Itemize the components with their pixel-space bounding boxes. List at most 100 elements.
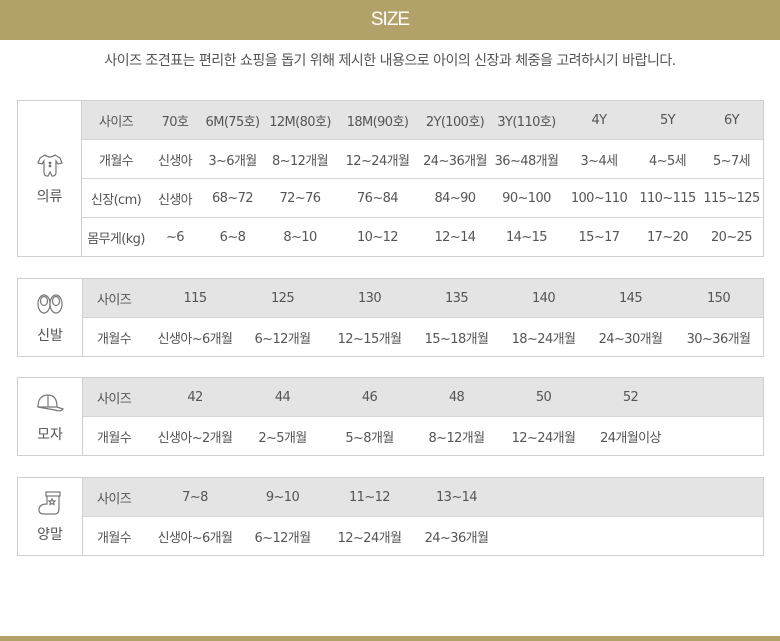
size-title-bar: SIZE xyxy=(0,0,780,40)
table-cell: 150 xyxy=(706,290,731,306)
table-cell: 6M(75호) xyxy=(205,114,261,130)
table-cell: 13~14 xyxy=(436,489,478,505)
table-cell: 115 xyxy=(183,290,207,306)
table-cell: 15~17 xyxy=(578,229,621,245)
table-cell: 6~8 xyxy=(219,229,246,245)
header-row: 사이즈 115 125 130 135 140 145 150 xyxy=(83,279,763,317)
table-cell: 8~12개월 xyxy=(428,430,485,446)
table-cell: 46 xyxy=(361,389,378,405)
table-cell: 신생아~2개월 xyxy=(157,430,233,446)
table-cell: 20~25 xyxy=(711,229,753,245)
table-cell: 6~12개월 xyxy=(254,530,311,546)
row-label: 사이즈 xyxy=(97,391,132,407)
table-cell: 17~20 xyxy=(647,229,689,245)
category-cell: 모자 xyxy=(18,378,83,455)
row-label: 사이즈 xyxy=(97,491,132,507)
row-label: 개월수 xyxy=(97,430,132,446)
table-cell: 84~90 xyxy=(434,190,477,206)
table-cell: 신생아~6개월 xyxy=(157,331,233,347)
row-label: 개월수 xyxy=(97,530,132,546)
table-cell: 11~12 xyxy=(349,489,391,505)
table-cell: 7~8 xyxy=(182,489,208,505)
table-cell: 4Y xyxy=(591,112,607,128)
table-cell: 12M(80호) xyxy=(269,114,331,130)
table-cell: 125 xyxy=(270,290,295,306)
table-cell: 3~6개월 xyxy=(208,153,257,169)
table-row: 개월수 신생아~6개월 6~12개월 12~24개월 24~36개월 xyxy=(83,516,763,555)
table-cell: 5~7세 xyxy=(713,153,751,169)
row-label: 사이즈 xyxy=(98,114,134,130)
table-cell: 12~14 xyxy=(434,229,477,245)
table-cell: 9~10 xyxy=(265,489,300,505)
table-cell: 24~36개월 xyxy=(423,153,487,169)
baby-shoes-icon xyxy=(35,291,65,325)
table-cell: 3Y(110호) xyxy=(497,114,556,130)
size-table-1: 신발 사이즈 115 125 130 135 140 145 150 개월수 신생아~6개월 6~12… xyxy=(17,278,764,357)
table-cell: 68~72 xyxy=(212,190,254,206)
category-cell: 의류 xyxy=(18,101,82,256)
table-cell: 신생아 xyxy=(157,153,193,169)
header-row: 사이즈 42 44 46 48 50 52 xyxy=(83,378,763,416)
size-notice: 사이즈 조견표는 편리한 쇼핑을 돕기 위해 제시한 내용으로 아이의 신장과 … xyxy=(104,53,676,69)
table-cell: 6~12개월 xyxy=(254,331,311,347)
table-row: 개월수 신생아~6개월 6~12개월 12~15개월 15~18개월 18~24개월 24~… xyxy=(83,317,763,356)
table-cell: 신생아 xyxy=(157,192,193,208)
table-cell: 10~12 xyxy=(357,229,399,245)
table-cell: 24~36개월 xyxy=(424,530,489,546)
table-cell: 18~24개월 xyxy=(511,331,576,347)
bottom-divider xyxy=(0,636,780,641)
table-cell: 44 xyxy=(274,389,291,405)
table-cell: 52 xyxy=(622,389,639,405)
category-label: 양말 xyxy=(37,526,63,543)
table-cell: 14~15 xyxy=(506,229,548,245)
table-cell: 36~48개월 xyxy=(494,153,559,169)
table-cell: 12~24개월 xyxy=(345,153,410,169)
table-cell: 115~125 xyxy=(703,190,760,206)
table-cell: 135 xyxy=(444,290,469,306)
size-table-0: 의류 사이즈 70호 6M(75호) 12M(80호) 18M(90호) 2Y(100호) 3… xyxy=(17,100,764,257)
table-cell: 140 xyxy=(531,290,556,306)
category-label: 의류 xyxy=(36,188,63,205)
table-cell: 18M(90호) xyxy=(346,114,409,130)
table-cell: 8~10 xyxy=(283,229,317,245)
size-table-3: 양말 사이즈 7~8 9~10 11~12 13~14 개월수 신생아~6개월 6~12개월 12… xyxy=(17,477,764,556)
table-cell: 5Y xyxy=(659,112,676,128)
sock-icon xyxy=(35,490,65,524)
table-cell: 145 xyxy=(618,290,643,306)
table-cell: 2Y(100호) xyxy=(425,114,485,130)
table-cell: 15~18개월 xyxy=(424,331,489,347)
category-cell: 양말 xyxy=(18,478,83,555)
header-row: 사이즈 7~8 9~10 11~12 13~14 xyxy=(83,478,763,516)
table-cell: 5~8개월 xyxy=(345,430,394,446)
table-row: 개월수 신생아 3~6개월 8~12개월 12~24개월 24~36개월 36~48개월 3~… xyxy=(82,139,763,178)
table-row: 신장(cm) 신생아 68~72 72~76 76~84 84~90 90~100 100~1… xyxy=(82,178,763,217)
table-cell: 72~76 xyxy=(279,190,322,206)
table-row: 개월수 신생아~2개월 2~5개월 5~8개월 8~12개월 12~24개월 24개월이상 xyxy=(83,416,763,455)
category-cell: 신발 xyxy=(18,279,83,356)
table-cell: 70호 xyxy=(161,114,189,130)
header-row: 사이즈 70호 6M(75호) 12M(80호) 18M(90호) 2Y(100호) 3Y(… xyxy=(82,101,763,139)
table-cell: 3~4세 xyxy=(580,153,619,169)
table-cell: 4~5세 xyxy=(649,153,687,169)
table-cell: 신생아~6개월 xyxy=(157,530,233,546)
table-cell: 24개월이상 xyxy=(600,430,661,446)
table-cell: 6Y xyxy=(723,112,740,128)
row-label: 사이즈 xyxy=(97,292,132,308)
table-cell: 42 xyxy=(187,389,203,405)
row-label: 개월수 xyxy=(98,153,134,169)
category-label: 신발 xyxy=(37,327,63,344)
table-cell: 12~24개월 xyxy=(511,430,576,446)
table-cell: 12~15개월 xyxy=(337,331,402,347)
category-label: 모자 xyxy=(37,426,63,443)
table-cell: 12~24개월 xyxy=(337,530,402,546)
table-row: 몸무게(kg) ~6 6~8 8~10 10~12 12~14 14~15 15~17 17~2… xyxy=(82,217,763,256)
table-cell: 50 xyxy=(535,389,552,405)
baby-romper-icon xyxy=(35,152,65,186)
table-cell: 24~30개월 xyxy=(598,331,663,347)
table-cell: 76~84 xyxy=(357,190,399,206)
row-label: 몸무게(kg) xyxy=(87,231,145,247)
table-cell: 48 xyxy=(448,389,465,405)
table-cell: 30~36개월 xyxy=(686,331,751,347)
table-cell: 130 xyxy=(357,290,382,306)
table-cell: 8~12개월 xyxy=(271,153,329,169)
